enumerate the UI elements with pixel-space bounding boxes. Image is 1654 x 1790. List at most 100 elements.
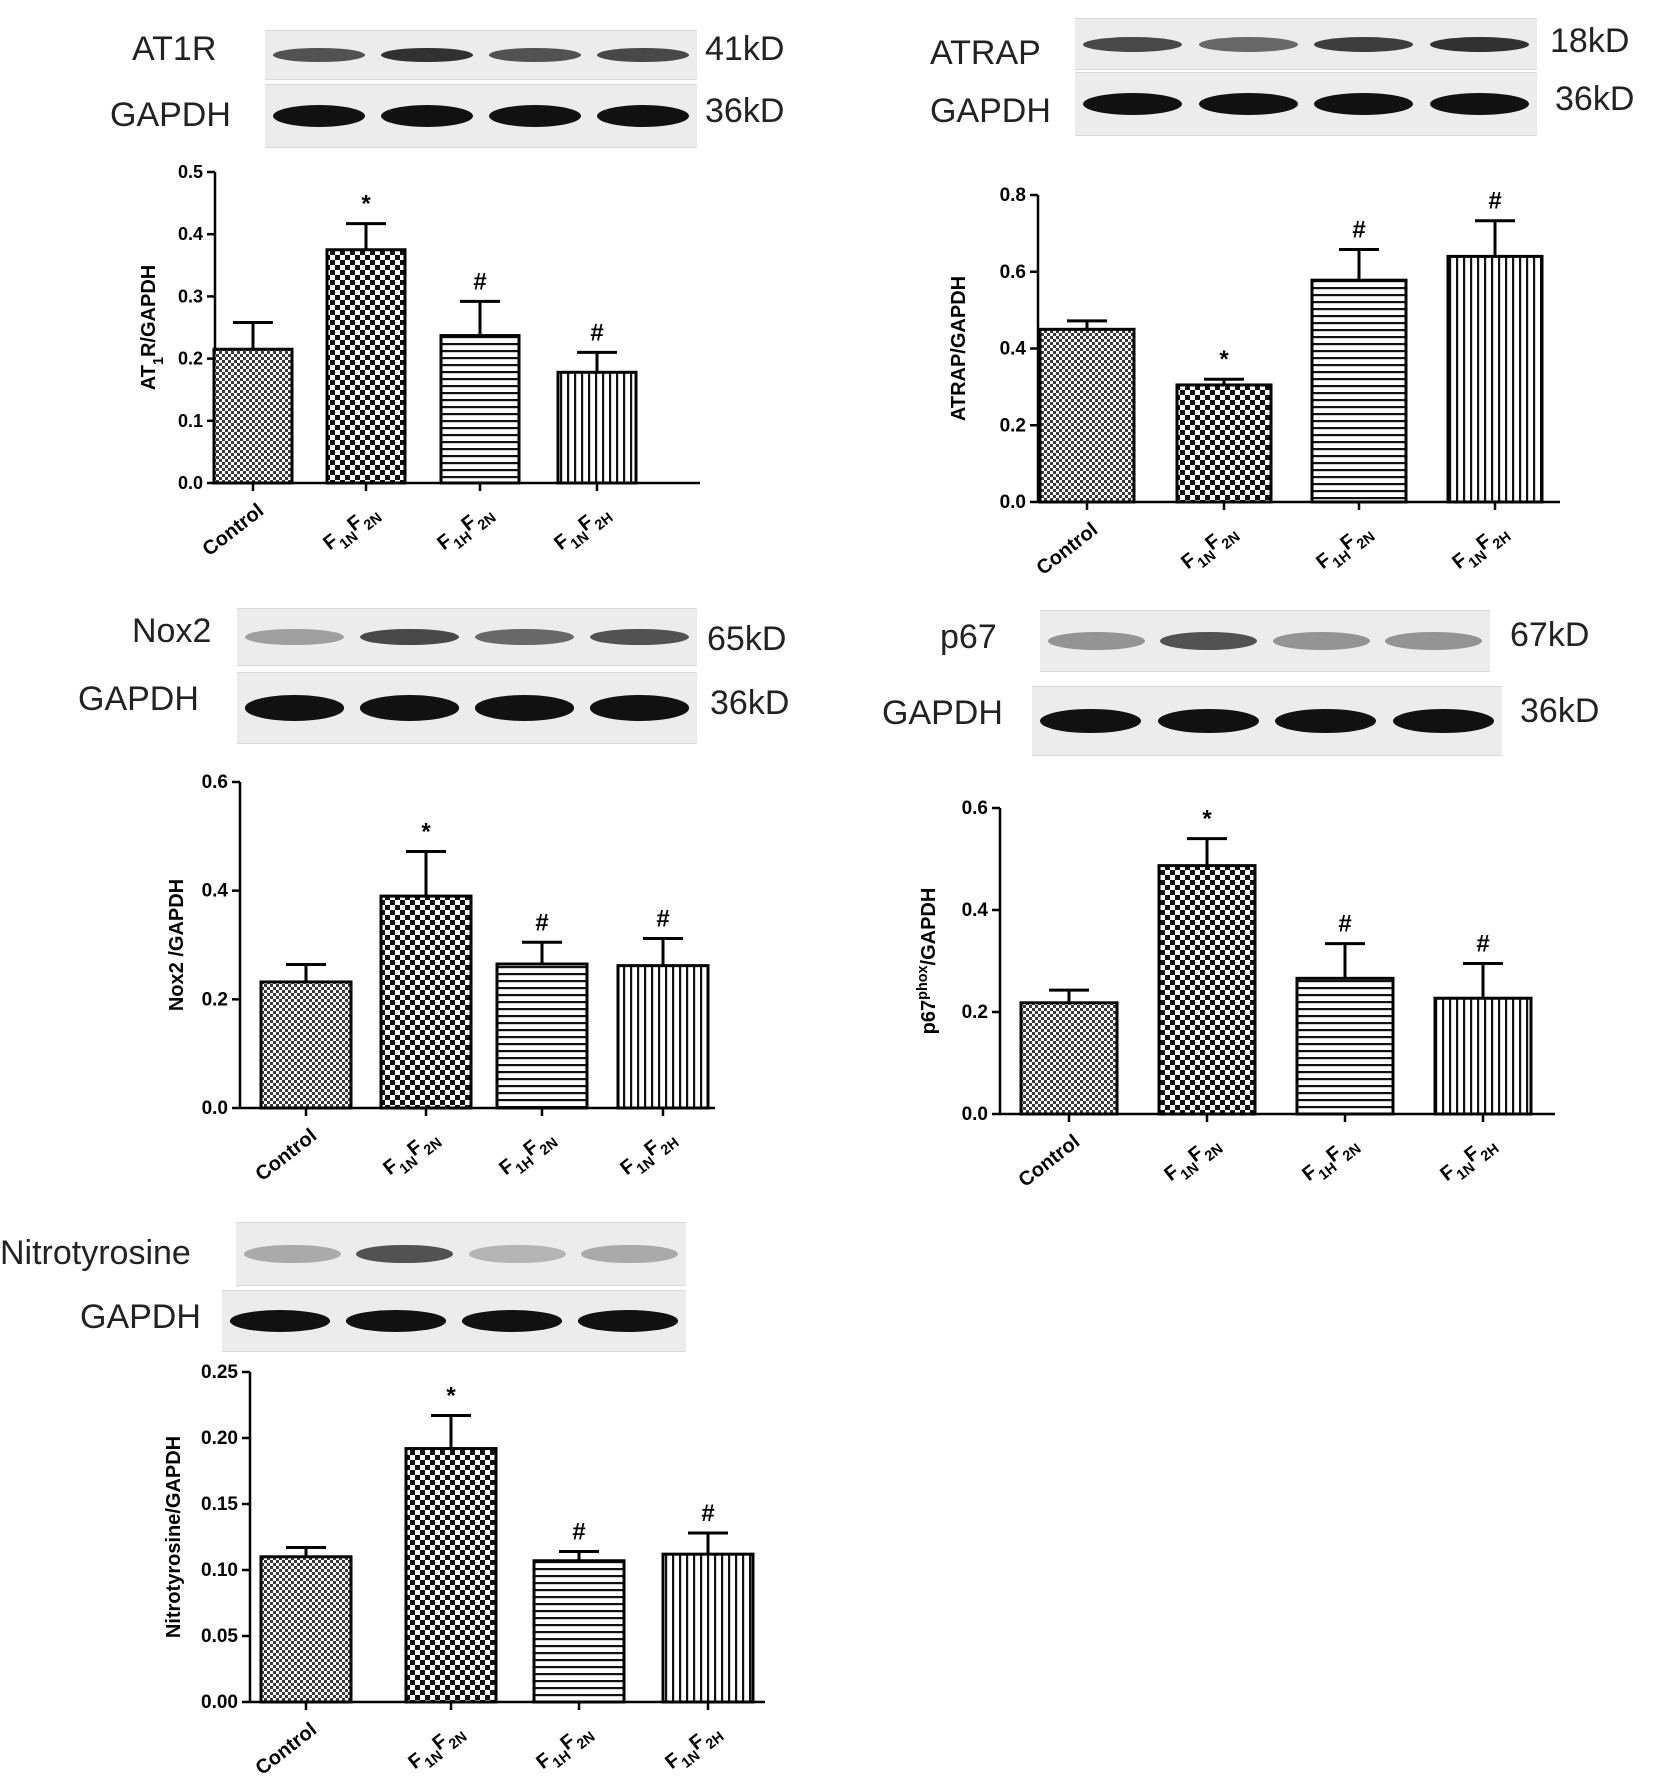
bar xyxy=(1175,383,1273,504)
blot-band xyxy=(1040,708,1142,734)
bar xyxy=(259,1555,353,1704)
bar xyxy=(379,894,473,1110)
blot-band xyxy=(245,628,344,646)
blot-band xyxy=(1314,36,1414,52)
blot-band xyxy=(1272,632,1370,650)
x-tick-label: F1HF2N xyxy=(1298,1131,1364,1192)
blot-band xyxy=(596,104,690,128)
blot-band xyxy=(346,1310,446,1332)
y-tick-label: 0.25 xyxy=(201,1362,238,1383)
y-tick-label: 0.05 xyxy=(201,1626,238,1647)
blot-band xyxy=(360,628,459,646)
blot-label-nox2-0: Nox2 xyxy=(132,612,212,650)
x-tick-label: F1NF2H xyxy=(1436,1131,1502,1192)
bar xyxy=(1019,1001,1119,1116)
y-tick-label: 0.6 xyxy=(202,772,228,793)
bar xyxy=(1310,278,1408,504)
blot-strip-nitro-0 xyxy=(236,1222,686,1286)
blot-band xyxy=(1385,632,1483,650)
chart-1: 0.0 0.2 0.4 0.6 0.8 ATRAP/GAPDH Control * F1NF2N… xyxy=(948,185,1560,580)
bar xyxy=(495,962,589,1110)
blot-kd-at1r-0: 41kD xyxy=(705,30,785,68)
blot-strip-p67-1 xyxy=(1032,686,1502,756)
y-axis-label: ATRAP/GAPDH xyxy=(948,276,970,421)
chart-2: 0.0 0.2 0.4 0.6 Nox2 /GAPDH Control * F1NF2N # F1… xyxy=(166,772,715,1186)
y-tick-label: 0.2 xyxy=(962,1002,988,1023)
y-tick-label: 0.2 xyxy=(1000,415,1026,436)
significance-marker: # xyxy=(701,1500,714,1527)
blot-band xyxy=(380,104,474,128)
significance-marker: # xyxy=(535,909,548,936)
blot-band xyxy=(578,1310,678,1332)
blot-band xyxy=(1198,36,1298,52)
significance-marker: * xyxy=(421,819,431,846)
blot-band xyxy=(488,47,582,63)
significance-marker: * xyxy=(361,191,371,218)
blot-band xyxy=(1429,92,1529,116)
bar xyxy=(404,1447,498,1704)
bar xyxy=(616,964,710,1110)
blot-band xyxy=(272,104,366,128)
y-axis-label: Nitrotyrosine/GAPDH xyxy=(163,1436,185,1638)
y-tick-label: 0.15 xyxy=(201,1494,238,1515)
x-tick-label: Control xyxy=(199,500,269,561)
blot-band xyxy=(590,628,689,646)
blot-band xyxy=(475,628,574,646)
blot-band xyxy=(1157,708,1259,734)
bar xyxy=(556,370,638,485)
y-tick-label: 0.0 xyxy=(178,473,203,493)
x-tick-label: F1NF2N xyxy=(1160,1131,1226,1192)
blot-strip-at1r-0 xyxy=(265,30,697,80)
y-axis-label: p67phox/GAPDH xyxy=(915,888,940,1035)
significance-marker: * xyxy=(1202,806,1212,833)
blot-band xyxy=(590,695,689,721)
significance-marker: * xyxy=(446,1383,456,1410)
blot-label-atrap-1: GAPDH xyxy=(930,92,1051,130)
blot-label-p67-1: GAPDH xyxy=(882,694,1003,732)
blot-band xyxy=(380,47,474,63)
bar xyxy=(1157,864,1257,1116)
blot-strip-atrap-1 xyxy=(1075,72,1537,136)
y-tick-label: 0.2 xyxy=(202,989,228,1010)
x-tick-label: Control xyxy=(252,1125,322,1186)
bar xyxy=(1295,976,1395,1116)
x-tick-label: F1NF2H xyxy=(661,1719,727,1780)
blot-band xyxy=(245,695,344,721)
y-tick-label: 0.3 xyxy=(178,286,203,306)
blot-band xyxy=(230,1310,330,1332)
y-tick-label: 0.00 xyxy=(201,1692,238,1713)
blot-label-p67-0: p67 xyxy=(940,618,997,656)
blot-label-atrap-0: ATRAP xyxy=(930,34,1041,72)
blot-band xyxy=(1275,708,1377,734)
blot-band xyxy=(475,695,574,721)
blot-strip-nox2-0 xyxy=(237,608,697,666)
blot-label-nox2-1: GAPDH xyxy=(78,680,199,718)
y-tick-label: 0.8 xyxy=(1000,185,1026,206)
blot-strip-at1r-1 xyxy=(265,84,697,148)
y-tick-label: 0.1 xyxy=(178,411,203,431)
significance-marker: # xyxy=(473,268,486,295)
significance-marker: # xyxy=(590,319,603,346)
y-tick-label: 0.4 xyxy=(178,224,203,244)
bar xyxy=(259,980,353,1110)
x-tick-label: F1NF2H xyxy=(550,500,616,561)
x-tick-label: F1NF2N xyxy=(379,1125,445,1186)
x-tick-label: F1HF2N xyxy=(495,1125,561,1186)
x-tick-label: Control xyxy=(1033,519,1103,580)
blot-band xyxy=(272,47,366,63)
blot-kd-nox2-0: 65kD xyxy=(707,620,787,658)
significance-marker: # xyxy=(1352,216,1365,243)
significance-marker: # xyxy=(1338,911,1351,938)
y-tick-label: 0.0 xyxy=(202,1098,228,1119)
blot-band xyxy=(581,1244,679,1264)
blot-band xyxy=(1083,36,1183,52)
blot-band xyxy=(1198,92,1298,116)
blot-label-at1r-1: GAPDH xyxy=(110,96,231,134)
chart-4: 0.00 0.05 0.10 0.15 0.20 0.25 Nitrotyrosine/GA… xyxy=(163,1362,765,1780)
chart-3: 0.0 0.2 0.4 0.6 p67phox/GAPDH Control * F1NF2N #… xyxy=(915,798,1555,1192)
y-tick-label: 0.4 xyxy=(1000,339,1027,360)
blot-kd-p67-1: 36kD xyxy=(1520,692,1600,730)
x-tick-label: F1HF2N xyxy=(532,1719,598,1780)
bar xyxy=(1038,327,1136,504)
